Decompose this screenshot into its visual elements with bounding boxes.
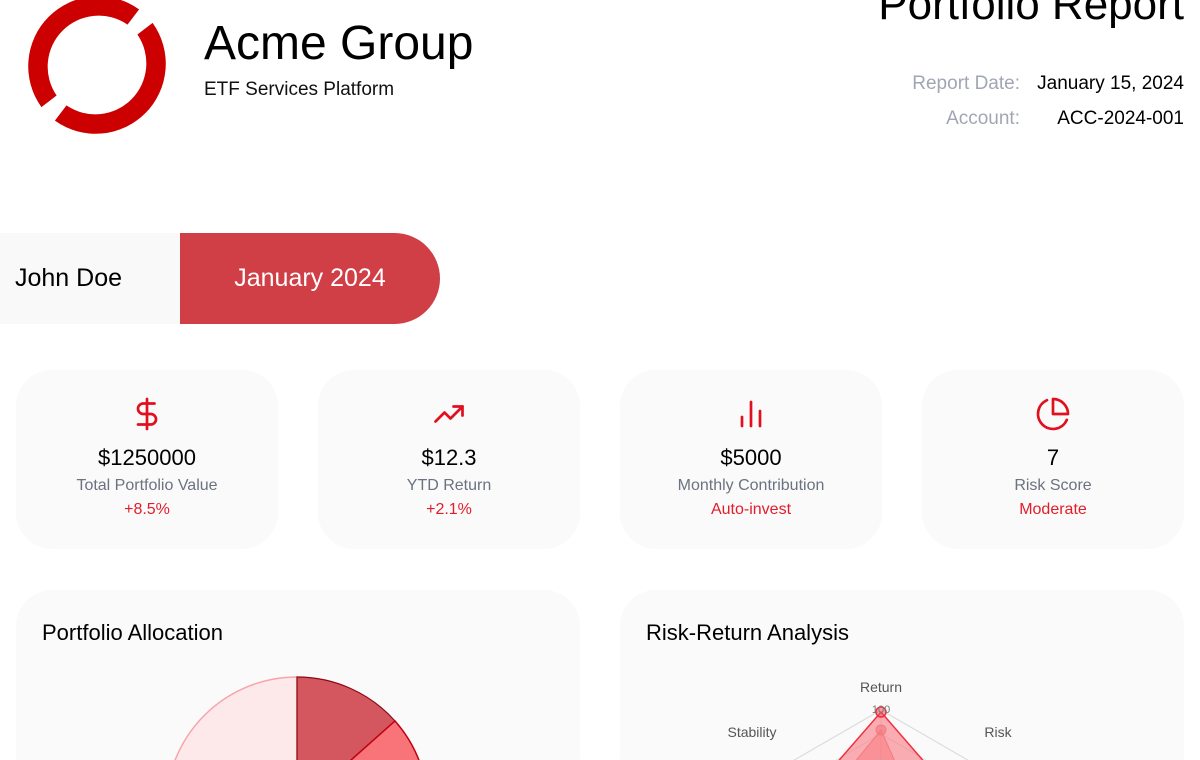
kpi-value: $1250000 [98,445,196,470]
brand-name: Acme Group [204,17,474,70]
chart-title: Portfolio Allocation [42,620,223,645]
radar-axis-stability: Stability [727,724,776,740]
kpi-card-risk-score: 7 Risk Score Moderate [922,370,1184,549]
radar-series-2[interactable] [791,729,921,760]
account-row: Account: ACC-2024-001 [912,101,1184,136]
report-meta: Report Date: January 15, 2024 Account: A… [912,66,1184,136]
client-name: John Doe [0,233,180,324]
pie-slice[interactable] [296,676,396,760]
chart-title: Risk-Return Analysis [646,620,849,645]
kpi-label: Monthly Contribution [677,477,825,494]
pie-slice[interactable] [166,676,298,760]
radar-tick-100: 100 [872,704,890,716]
radar-series-1[interactable] [761,710,966,760]
kpi-card-monthly-contribution: $5000 Monthly Contribution Auto-invest [620,370,882,549]
radar-tick-60: 60 [875,755,887,760]
report-date-row: Report Date: January 15, 2024 [912,66,1184,101]
radar-point[interactable] [875,724,887,736]
kpi-delta: +8.5% [124,501,170,518]
bar-chart-icon [740,400,762,428]
kpi-value: 7 [1046,445,1060,470]
kpi-value: $5000 [720,445,782,470]
acme-logo-icon [28,0,166,134]
radar-point[interactable] [875,706,887,718]
period-badge: January 2024 [180,233,440,324]
trending-up-icon [434,405,464,423]
kpi-delta: +2.1% [426,501,472,518]
kpi-delta: Auto-invest [710,501,792,518]
brand-subtitle: ETF Services Platform [204,79,395,100]
pie-slice[interactable] [297,719,428,760]
radar-axis-risk: Risk [984,724,1012,740]
risk-return-card: Risk-Return Analysis 100 60 Return Risk … [620,590,1184,760]
portfolio-allocation-card: Portfolio Allocation [16,590,580,760]
account-value: ACC-2024-001 [1057,107,1184,129]
kpi-label: Total Portfolio Value [76,477,218,494]
radar-axis-return: Return [860,679,902,695]
kpi-label: Risk Score [1014,477,1092,494]
report-date-label: Report Date: [912,72,1020,94]
risk-return-radar-chart: 100 60 Return Risk Stability [727,679,1013,760]
report-title: Portfolio Report [878,0,1184,29]
allocation-pie-chart [166,676,428,760]
kpi-delta: Moderate [1019,501,1087,518]
client-bar: John Doe January 2024 [0,233,440,324]
report-date-value: January 15, 2024 [1037,72,1184,94]
dollar-icon [136,397,158,431]
kpi-card-total-value: $1250000 Total Portfolio Value +8.5% [16,370,278,549]
kpi-label: YTD Return [406,477,492,494]
kpi-card-ytd-return: $12.3 YTD Return +2.1% [318,370,580,549]
pie-chart-icon [1036,397,1070,431]
account-label: Account: [946,107,1020,129]
kpi-value: $12.3 [421,445,477,470]
